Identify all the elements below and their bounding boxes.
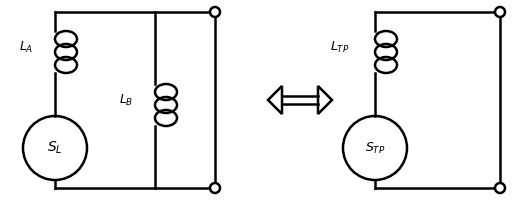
Circle shape	[210, 7, 220, 17]
Text: $L_{TP}$: $L_{TP}$	[330, 39, 350, 54]
Circle shape	[210, 183, 220, 193]
Circle shape	[495, 7, 505, 17]
Text: $L_B$: $L_B$	[119, 92, 133, 108]
Circle shape	[495, 183, 505, 193]
Text: $L_A$: $L_A$	[19, 39, 33, 54]
Text: $S_{TP}$: $S_{TP}$	[365, 140, 385, 155]
Text: $S_L$: $S_L$	[47, 140, 63, 156]
